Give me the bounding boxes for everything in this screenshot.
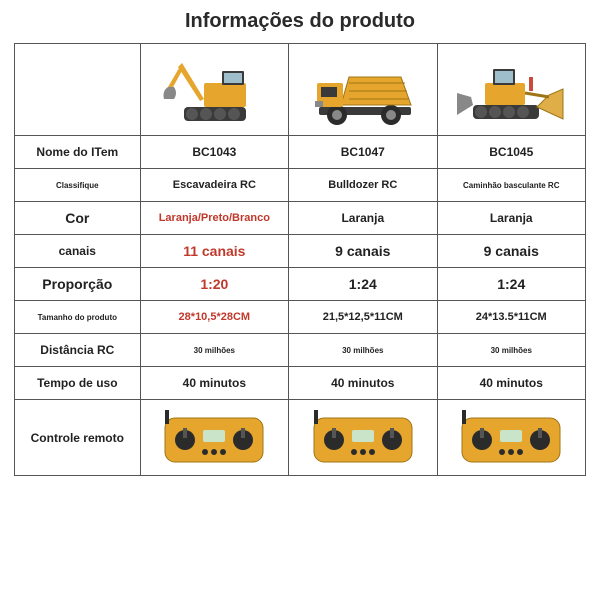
- product-image-cell: [289, 44, 437, 136]
- remote-image-cell: [437, 400, 585, 476]
- row-label: canais: [15, 235, 141, 268]
- cell-classify: Escavadeira RC: [140, 169, 288, 202]
- table-row: canais 11 canais 9 canais 9 canais: [15, 235, 586, 268]
- cell-color: Laranja: [437, 202, 585, 235]
- page-title: Informações do produto: [14, 10, 586, 33]
- cell-distance: 30 milhões: [437, 334, 585, 367]
- remote-controller-icon: [143, 404, 286, 471]
- cell-classify: Caminhão basculante RC: [437, 169, 585, 202]
- row-label: Proporção: [15, 268, 141, 301]
- cell-channels: 9 canais: [289, 235, 437, 268]
- remote-image-cell: [140, 400, 288, 476]
- dump-truck-icon: [291, 46, 434, 133]
- product-image-cell: [140, 44, 288, 136]
- table-row: Controle remoto: [15, 400, 586, 476]
- table-row: Tempo de uso 40 minutos 40 minutos 40 mi…: [15, 367, 586, 400]
- cell-channels: 11 canais: [140, 235, 288, 268]
- row-label: Cor: [15, 202, 141, 235]
- row-label: Tamanho do produto: [15, 301, 141, 334]
- cell-size: 24*13.5*11CM: [437, 301, 585, 334]
- cell-ratio: 1:20: [140, 268, 288, 301]
- cell-ratio: 1:24: [437, 268, 585, 301]
- table-row: Nome do ITem BC1043 BC1047 BC1045: [15, 136, 586, 169]
- bulldozer-icon: [440, 46, 583, 133]
- remote-controller-icon: [440, 404, 583, 471]
- table-row: Distância RC 30 milhões 30 milhões 30 mi…: [15, 334, 586, 367]
- cell-ratio: 1:24: [289, 268, 437, 301]
- row-label: Nome do ITem: [15, 136, 141, 169]
- table-row: Proporção 1:20 1:24 1:24: [15, 268, 586, 301]
- cell-item-name: BC1047: [289, 136, 437, 169]
- cell-color: Laranja/Preto/Branco: [140, 202, 288, 235]
- cell-classify: Bulldozer RC: [289, 169, 437, 202]
- cell-item-name: BC1043: [140, 136, 288, 169]
- cell-usetime: 40 minutos: [289, 367, 437, 400]
- empty-header-cell: [15, 44, 141, 136]
- product-comparison-table: Nome do ITem BC1043 BC1047 BC1045 Classi…: [14, 43, 586, 476]
- cell-item-name: BC1045: [437, 136, 585, 169]
- cell-distance: 30 milhões: [140, 334, 288, 367]
- table-row: Cor Laranja/Preto/Branco Laranja Laranja: [15, 202, 586, 235]
- cell-usetime: 40 minutos: [140, 367, 288, 400]
- row-label: Controle remoto: [15, 400, 141, 476]
- product-image-cell: [437, 44, 585, 136]
- cell-distance: 30 milhões: [289, 334, 437, 367]
- cell-color: Laranja: [289, 202, 437, 235]
- cell-size: 21,5*12,5*11CM: [289, 301, 437, 334]
- table-row: Tamanho do produto 28*10,5*28CM 21,5*12,…: [15, 301, 586, 334]
- remote-controller-icon: [291, 404, 434, 471]
- cell-channels: 9 canais: [437, 235, 585, 268]
- row-label: Tempo de uso: [15, 367, 141, 400]
- excavator-icon: [143, 46, 286, 133]
- row-label: Classifique: [15, 169, 141, 202]
- table-row: Classifique Escavadeira RC Bulldozer RC …: [15, 169, 586, 202]
- table-row: [15, 44, 586, 136]
- row-label: Distância RC: [15, 334, 141, 367]
- cell-usetime: 40 minutos: [437, 367, 585, 400]
- cell-size: 28*10,5*28CM: [140, 301, 288, 334]
- remote-image-cell: [289, 400, 437, 476]
